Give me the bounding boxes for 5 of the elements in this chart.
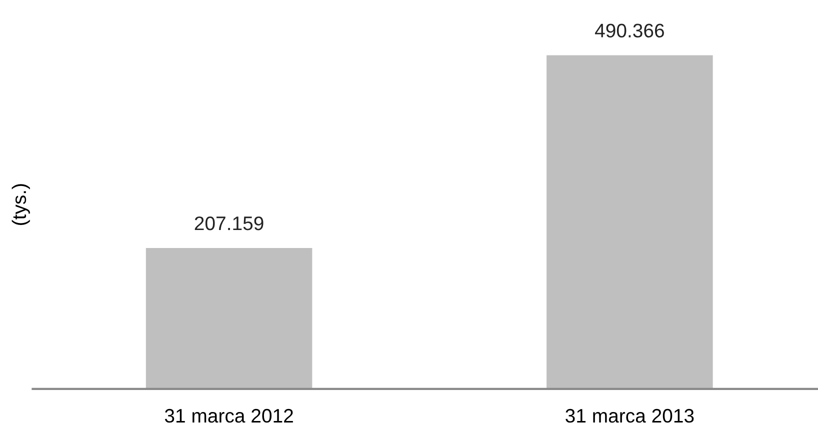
data-label: 207.159 [194,216,264,230]
x-tick-label: 31 marca 2013 [566,408,694,423]
data-label: 490.366 [595,24,664,38]
x-tick-label: 31 marca 2012 [164,408,293,423]
y-axis-title: (tys.) [12,184,30,225]
